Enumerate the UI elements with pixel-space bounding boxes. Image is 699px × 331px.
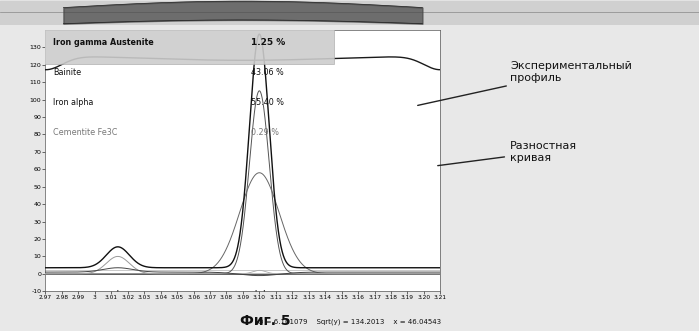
Text: Cementite Fe3C: Cementite Fe3C (53, 128, 117, 137)
Text: 0.29 %: 0.29 % (251, 128, 279, 137)
Text: 43.06 %: 43.06 % (251, 68, 284, 77)
Text: Iron alpha: Iron alpha (53, 98, 94, 107)
FancyBboxPatch shape (41, 28, 333, 64)
Text: 1.25 %: 1.25 % (251, 38, 285, 47)
Text: Iron gamma Austenite: Iron gamma Austenite (53, 38, 154, 47)
Text: Фиг. 5: Фиг. 5 (240, 314, 291, 328)
Text: Bainite: Bainite (53, 68, 82, 77)
Text: Q = 6.161079    Sqrt(y) = 134.2013    x = 46.04543: Q = 6.161079 Sqrt(y) = 134.2013 x = 46.0… (258, 319, 441, 325)
Text: Экспериментальный
профиль: Экспериментальный профиль (418, 61, 632, 105)
Text: Разностная
кривая: Разностная кривая (438, 141, 577, 166)
Text: 55.40 %: 55.40 % (251, 98, 284, 107)
